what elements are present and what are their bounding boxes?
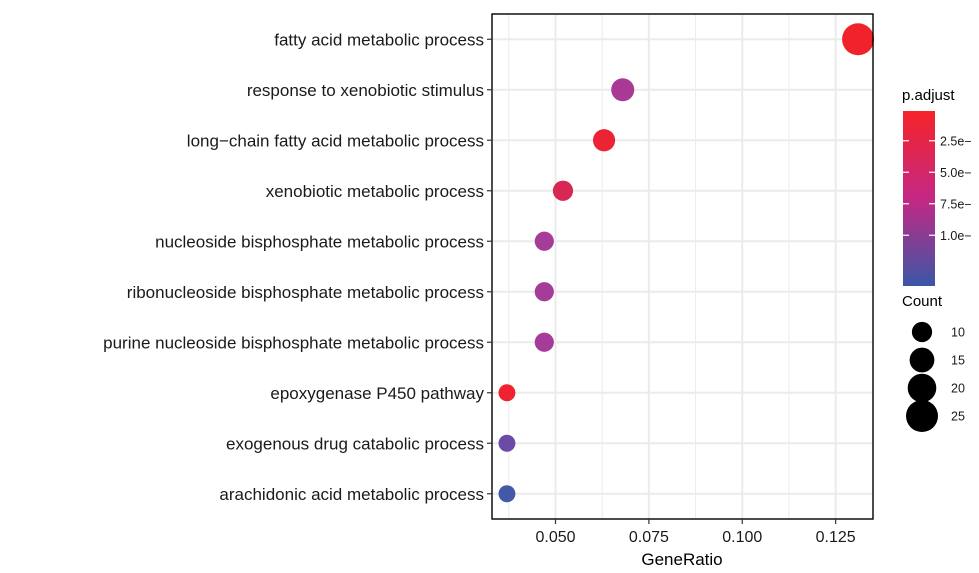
- x-tick-label: 0.125: [816, 529, 856, 546]
- y-tick-label: xenobiotic metabolic process: [266, 182, 484, 201]
- size-legend-dot: [911, 321, 933, 343]
- size-legend-label: 20: [951, 382, 965, 396]
- data-point: [498, 485, 516, 503]
- grid-lines: [492, 14, 873, 519]
- data-point: [534, 231, 554, 251]
- data-point: [592, 129, 616, 152]
- y-tick-label: response to xenobiotic stimulus: [247, 81, 484, 100]
- data-point: [498, 434, 516, 452]
- size-legend: Count 10 15 20 25: [902, 293, 965, 432]
- color-legend-title: p.adjust: [902, 87, 955, 104]
- data-point: [534, 282, 554, 302]
- y-tick-label: epoxygenase P450 pathway: [270, 384, 484, 403]
- data-point: [611, 78, 635, 102]
- size-legend-label: 10: [951, 326, 965, 340]
- color-legend-label: 1.0e−: [940, 229, 972, 243]
- data-point: [498, 384, 516, 402]
- x-tick-label: 0.075: [629, 529, 669, 546]
- y-tick-label: exogenous drug catabolic process: [226, 434, 484, 453]
- size-legend-dot: [909, 347, 935, 373]
- color-gradient-bar: [903, 111, 935, 286]
- data-point: [534, 332, 554, 352]
- y-tick-label: purine nucleoside bisphosphate metabolic…: [103, 333, 484, 352]
- size-legend-label: 15: [951, 354, 965, 368]
- color-legend: p.adjust 2.5e− 5.0e− 7.5e− 1.0e−: [902, 87, 972, 286]
- size-legend-label: 25: [951, 410, 965, 424]
- size-legend-dot: [907, 373, 937, 403]
- x-tick-label: 0.050: [535, 529, 575, 546]
- size-legend-dot: [906, 400, 938, 432]
- y-tick-label: long−chain fatty acid metabolic process: [187, 131, 484, 150]
- y-axis: fatty acid metabolic process response to …: [103, 30, 492, 504]
- color-legend-label: 7.5e−: [940, 197, 972, 211]
- data-point: [552, 180, 574, 201]
- data-point: [842, 23, 875, 56]
- data-points: [498, 23, 875, 503]
- x-tick-label: 0.100: [722, 529, 762, 546]
- y-tick-label: nucleoside bisphosphate metabolic proces…: [155, 232, 484, 251]
- color-legend-label: 2.5e−: [940, 134, 972, 148]
- size-legend-title: Count: [902, 293, 943, 310]
- plot-border: [491, 13, 874, 520]
- x-axis-title: GeneRatio: [641, 550, 722, 569]
- y-tick-label: ribonucleoside bisphosphate metabolic pr…: [127, 283, 484, 302]
- x-axis: 0.050 0.075 0.100 0.125: [535, 519, 856, 546]
- color-legend-label: 5.0e−: [940, 166, 972, 180]
- y-tick-label: fatty acid metabolic process: [274, 30, 484, 49]
- y-tick-label: arachidonic acid metabolic process: [219, 485, 484, 504]
